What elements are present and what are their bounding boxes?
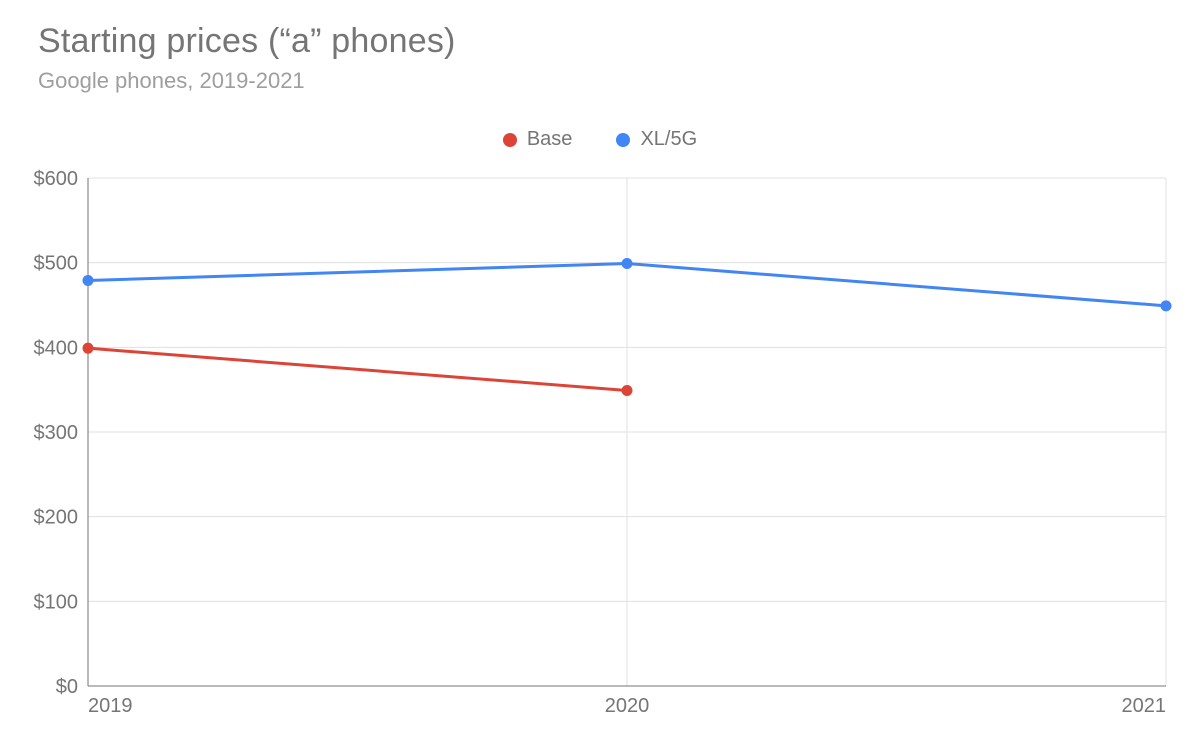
y-tick-label: $0 bbox=[56, 676, 78, 698]
x-tick-label: 2020 bbox=[605, 695, 650, 717]
x-tick-label: 2021 bbox=[1122, 695, 1167, 717]
series-marker bbox=[622, 385, 633, 396]
y-tick-label: $400 bbox=[34, 337, 79, 359]
x-tick-label: 2019 bbox=[88, 695, 133, 717]
y-tick-label: $300 bbox=[34, 422, 79, 444]
y-tick-label: $200 bbox=[34, 507, 79, 529]
y-tick-label: $500 bbox=[34, 253, 79, 275]
chart-container: Starting prices (“a” phones) Google phon… bbox=[0, 0, 1200, 742]
series-marker bbox=[83, 343, 94, 354]
series-marker bbox=[83, 275, 94, 286]
chart-plot: $0 $100 $200 $300 $400 $500 $600 2019 2020 2021 bbox=[0, 0, 1200, 742]
y-tick-label: $100 bbox=[34, 591, 79, 613]
series-marker bbox=[622, 258, 633, 269]
y-tick-label: $600 bbox=[34, 168, 79, 190]
series-line bbox=[88, 348, 627, 390]
series-marker bbox=[1161, 300, 1172, 311]
